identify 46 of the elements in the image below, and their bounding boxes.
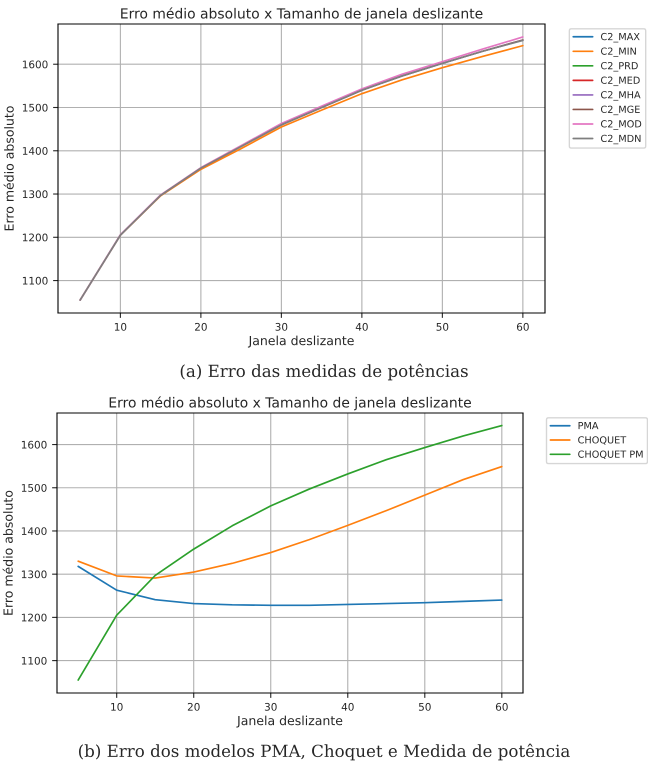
x-tick-label: 10 xyxy=(114,322,126,331)
x-tick-label: 30 xyxy=(276,322,288,331)
chart-title: Erro médio absoluto x Tamanho de janela deslizante xyxy=(110,396,471,410)
legend-label: C2_MOD xyxy=(601,120,642,130)
legend-label: C2_PRD xyxy=(601,62,638,72)
y-tick-label: 1500 xyxy=(22,104,48,112)
x-tick-label: 30 xyxy=(264,702,277,711)
legend-label: C2_MIN xyxy=(601,47,636,57)
y-tick-label: 1100 xyxy=(22,276,48,285)
y-tick-label: 1500 xyxy=(22,484,47,492)
x-axis-title: Janela deslizante xyxy=(236,716,342,728)
legend-label: C2_MED xyxy=(601,76,640,86)
x-tick-label: 50 xyxy=(418,702,431,711)
line-series xyxy=(77,466,503,579)
legend-label: PMA xyxy=(578,422,598,430)
y-axis-title: Erro médio absoluto xyxy=(4,106,14,230)
text: (a) Erro das medidas de potências xyxy=(180,364,468,380)
legend-label: C2_MDN xyxy=(601,134,640,144)
legend-label: CHOQUET PM xyxy=(578,450,643,459)
x-tick-label: 10 xyxy=(111,702,123,711)
text: (b) Erro dos modelos PMA, Choquet e Medida de potência xyxy=(78,744,570,760)
x-tick-label: 40 xyxy=(356,322,368,331)
y-tick-label: 1400 xyxy=(22,527,47,536)
x-tick-label: 50 xyxy=(436,322,448,331)
y-tick-label: 1600 xyxy=(22,60,48,68)
x-axis-title: Janela deslizante xyxy=(248,336,354,348)
y-tick-label: 1400 xyxy=(22,146,48,155)
y-tick-label: 1100 xyxy=(22,656,47,665)
x-tick-label: 60 xyxy=(516,322,529,331)
x-tick-label: 20 xyxy=(188,702,200,711)
y-tick-label: 1300 xyxy=(22,190,48,198)
chart-title: Erro médio absoluto x Tamanho de janela deslizante xyxy=(121,7,482,22)
legend-label: C2_MHA xyxy=(601,91,641,101)
x-tick-label: 40 xyxy=(342,702,354,711)
legend-label: C2_MGE xyxy=(601,106,640,116)
line-series xyxy=(77,566,503,606)
y-tick-label: 1600 xyxy=(22,440,47,449)
legend-label: CHOQUET xyxy=(578,436,626,445)
y-tick-label: 1300 xyxy=(22,570,47,578)
y-tick-label: 1200 xyxy=(22,614,47,622)
y-tick-label: 1200 xyxy=(22,234,48,242)
y-axis-title: Erro médio absoluto xyxy=(2,490,13,615)
x-tick-label: 20 xyxy=(195,322,207,331)
line-series xyxy=(77,424,503,681)
x-tick-label: 60 xyxy=(496,702,508,711)
legend-label: C2_MAX xyxy=(601,32,640,42)
